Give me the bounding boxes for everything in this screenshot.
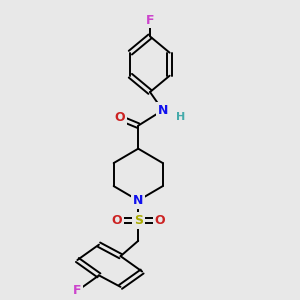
Text: H: H <box>176 112 185 122</box>
Text: S: S <box>134 214 143 227</box>
Text: N: N <box>158 104 168 117</box>
Text: N: N <box>133 194 143 207</box>
Text: O: O <box>111 214 122 227</box>
Text: O: O <box>154 214 165 227</box>
Text: F: F <box>146 14 154 27</box>
Text: O: O <box>114 112 125 124</box>
Text: F: F <box>73 284 82 297</box>
